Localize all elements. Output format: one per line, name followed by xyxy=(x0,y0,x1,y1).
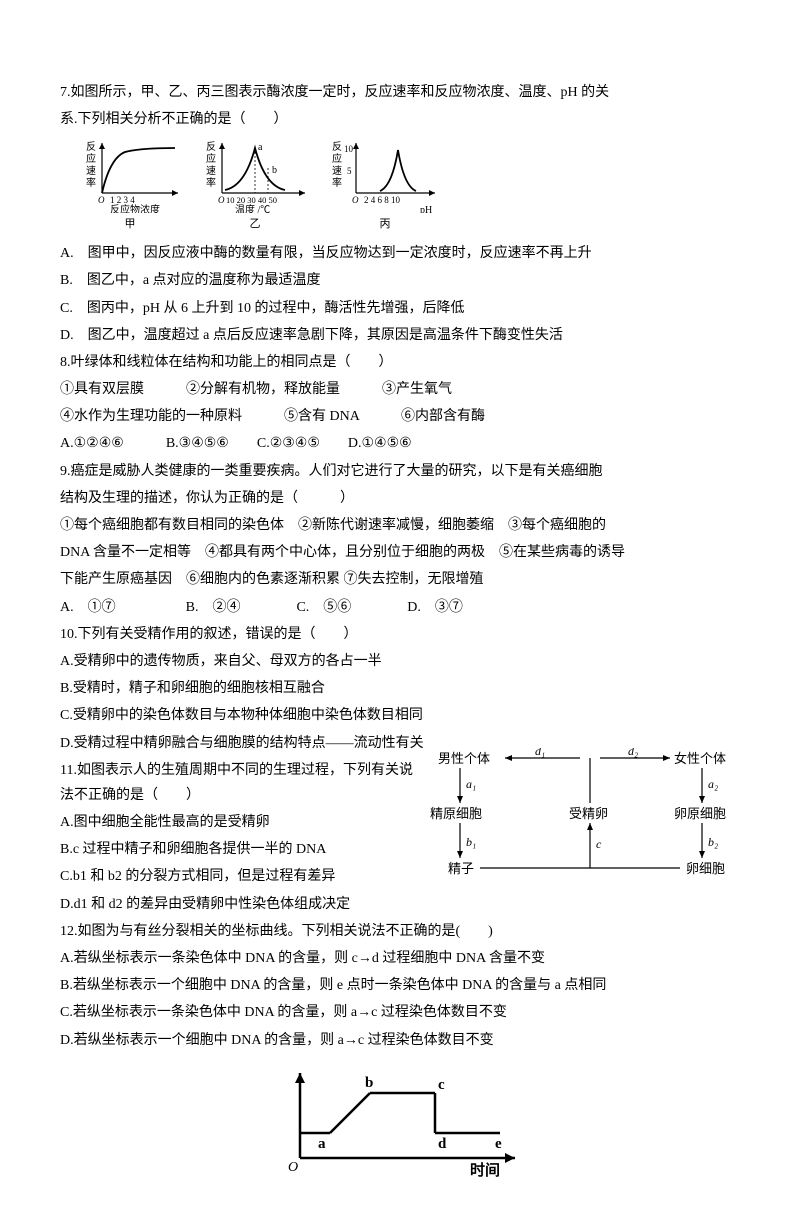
svg-text:d₂: d₂ xyxy=(628,748,638,758)
svg-text:受精卵: 受精卵 xyxy=(569,806,608,821)
q7-charts: 反 应 速 率 O 1 2 3 4 反应物浓度 甲 反 应 速 率 xyxy=(80,138,740,235)
q10-optA: A.受精卵中的遗传物质，来自父、母双方的各占一半 xyxy=(60,649,740,674)
q7-optD: D. 图乙中，温度超过 a 点后反应速率急剧下降，其原因是高温条件下酶变性失活 xyxy=(60,323,740,348)
svg-text:e: e xyxy=(495,1136,502,1152)
chart-bing-label: 丙 xyxy=(380,215,391,235)
svg-text:a₂: a₂ xyxy=(708,777,718,791)
q7-chart-jia: 反 应 速 率 O 1 2 3 4 反应物浓度 甲 xyxy=(80,138,180,235)
svg-text:d: d xyxy=(438,1136,447,1152)
svg-text:速: 速 xyxy=(86,165,96,177)
svg-text:温度 /℃: 温度 /℃ xyxy=(235,203,270,213)
q12-optB: B.若纵坐标表示一个细胞中 DNA 的含量，则 e 点时一条染色体中 DNA 的… xyxy=(60,973,740,998)
svg-text:精子: 精子 xyxy=(448,861,474,876)
q12-optD: D.若纵坐标表示一个细胞中 DNA 的含量，则 a→c 过程染色体数目不变 xyxy=(60,1028,740,1053)
chart-jia-svg: 反 应 速 率 O 1 2 3 4 反应物浓度 xyxy=(80,138,180,213)
q7-stem-line2: 系.下列相关分析不正确的是（ ） xyxy=(60,107,740,132)
svg-text:b: b xyxy=(272,165,277,176)
svg-text:反应物浓度: 反应物浓度 xyxy=(110,203,160,213)
q9-line3: 下能产生原癌基因 ⑥细胞内的色素逐渐积累 ⑦失去控制，无限增殖 xyxy=(60,567,740,592)
q8-line1: ①具有双层膜 ②分解有机物，释放能量 ③产生氧气 xyxy=(60,377,740,402)
q9-stem2: 结构及生理的描述，你认为正确的是（ ） xyxy=(60,486,740,511)
svg-text:O: O xyxy=(218,195,225,205)
q8-opts: A.①②④⑥ B.③④⑤⑥ C.②③④⑤ D.①④⑤⑥ xyxy=(60,431,740,456)
svg-text:应: 应 xyxy=(86,152,96,165)
q7-chart-bing: 反 应 速 率 10 5 O 2 4 6 8 10 pH 丙 xyxy=(330,138,440,235)
q7-chart-yi: 反 应 速 率 a b O 10 20 30 40 50 温度 /℃ 乙 xyxy=(200,138,310,235)
svg-text:b₂: b₂ xyxy=(708,835,718,849)
svg-text:率: 率 xyxy=(206,176,216,189)
q12-optC: C.若纵坐标表示一条染色体中 DNA 的含量，则 a→c 过程染色体数目不变 xyxy=(60,1000,740,1025)
q9-stem1: 9.癌症是威胁人类健康的一类重要疾病。人们对它进行了大量的研究，以下是有关癌细胞 xyxy=(60,459,740,484)
svg-text:速: 速 xyxy=(332,165,342,177)
svg-text:应: 应 xyxy=(332,152,342,165)
svg-text:a₁: a₁ xyxy=(466,777,476,791)
chart-bing-svg: 反 应 速 率 10 5 O 2 4 6 8 10 pH xyxy=(330,138,440,213)
q12-optA: A.若纵坐标表示一条染色体中 DNA 的含量，则 c→d 过程细胞中 DNA 含… xyxy=(60,946,740,971)
svg-text:反: 反 xyxy=(86,141,96,153)
svg-text:10: 10 xyxy=(344,144,354,154)
chart-yi-svg: 反 应 速 率 a b O 10 20 30 40 50 温度 /℃ xyxy=(200,138,310,213)
svg-text:卵细胞: 卵细胞 xyxy=(686,861,725,876)
svg-text:b: b xyxy=(365,1075,373,1091)
svg-text:10 20 30 40 50: 10 20 30 40 50 xyxy=(226,195,277,205)
svg-text:2 4 6 8 10: 2 4 6 8 10 xyxy=(364,195,401,205)
svg-text:反: 反 xyxy=(332,141,342,153)
q7-optB: B. 图乙中，a 点对应的温度称为最适温度 xyxy=(60,268,740,293)
svg-text:O: O xyxy=(98,195,105,205)
svg-text:精原细胞: 精原细胞 xyxy=(430,806,482,821)
q8-line2: ④水作为生理功能的一种原料 ⑤含有 DNA ⑥内部含有酶 xyxy=(60,404,740,429)
svg-text:反: 反 xyxy=(206,141,216,153)
chart-jia-label: 甲 xyxy=(125,215,136,235)
svg-text:应: 应 xyxy=(206,152,216,165)
svg-text:d₁: d₁ xyxy=(535,748,545,758)
svg-text:率: 率 xyxy=(86,176,96,189)
q9-line1: ①每个癌细胞都有数目相同的染色体 ②新陈代谢速率减慢，细胞萎缩 ③每个癌细胞的 xyxy=(60,513,740,538)
svg-text:女性个体: 女性个体 xyxy=(674,751,726,766)
q12-stem: 12.如图为与有丝分裂相关的坐标曲线。下列相关说法不正确的是( ) xyxy=(60,919,740,944)
svg-text:5: 5 xyxy=(347,166,352,176)
svg-text:速: 速 xyxy=(206,165,216,177)
q10-stem: 10.下列有关受精作用的叙述，错误的是（ ） xyxy=(60,622,740,647)
chart-yi-label: 乙 xyxy=(250,215,261,235)
q7-optA: A. 图甲中，因反应液中酶的数量有限，当反应物达到一定浓度时，反应速率不再上升 xyxy=(60,241,740,266)
svg-text:b₁: b₁ xyxy=(466,835,476,849)
q9-line2: DNA 含量不一定相等 ④都具有两个中心体，且分别位于细胞的两极 ⑤在某些病毒的… xyxy=(60,540,740,565)
svg-text:a: a xyxy=(258,142,263,153)
svg-text:时间: 时间 xyxy=(470,1161,500,1179)
svg-text:c: c xyxy=(438,1077,445,1093)
q11-diagram: 男性个体 女性个体 受精卵 精原细胞 卵原细胞 精子 卵细胞 d₁ d₂ a₁ … xyxy=(430,748,740,887)
svg-text:c: c xyxy=(596,837,602,851)
q9-opts: A. ①⑦ B. ②④ C. ⑤⑥ D. ③⑦ xyxy=(60,595,740,620)
svg-text:O: O xyxy=(352,195,359,205)
svg-text:率: 率 xyxy=(332,176,342,189)
svg-text:1 2 3 4: 1 2 3 4 xyxy=(110,195,135,205)
q11-optD: D.d1 和 d2 的差异由受精卵中性染色体组成决定 xyxy=(60,892,740,917)
svg-text:卵原细胞: 卵原细胞 xyxy=(674,806,726,821)
q10-optC: C.受精卵中的染色体数目与本物种体细胞中染色体数目相同 xyxy=(60,703,740,728)
svg-text:pH: pH xyxy=(420,205,432,213)
q7-optC: C. 图丙中，pH 从 6 上升到 10 的过程中，酶活性先增强，后降低 xyxy=(60,296,740,321)
q12-chart-svg: a b c d e O 时间 xyxy=(270,1063,530,1183)
q11-diagram-svg: 男性个体 女性个体 受精卵 精原细胞 卵原细胞 精子 卵细胞 d₁ d₂ a₁ … xyxy=(430,748,740,878)
svg-text:O: O xyxy=(288,1160,298,1175)
svg-text:男性个体: 男性个体 xyxy=(438,751,490,766)
q8-stem: 8.叶绿体和线粒体在结构和功能上的相同点是（ ） xyxy=(60,350,740,375)
q10-optB: B.受精时，精子和卵细胞的细胞核相互融合 xyxy=(60,676,740,701)
svg-text:a: a xyxy=(318,1136,326,1152)
q12-chart: a b c d e O 时间 xyxy=(60,1063,740,1183)
q7-stem-line1: 7.如图所示，甲、乙、丙三图表示酶浓度一定时，反应速率和反应物浓度、温度、pH … xyxy=(60,80,740,105)
